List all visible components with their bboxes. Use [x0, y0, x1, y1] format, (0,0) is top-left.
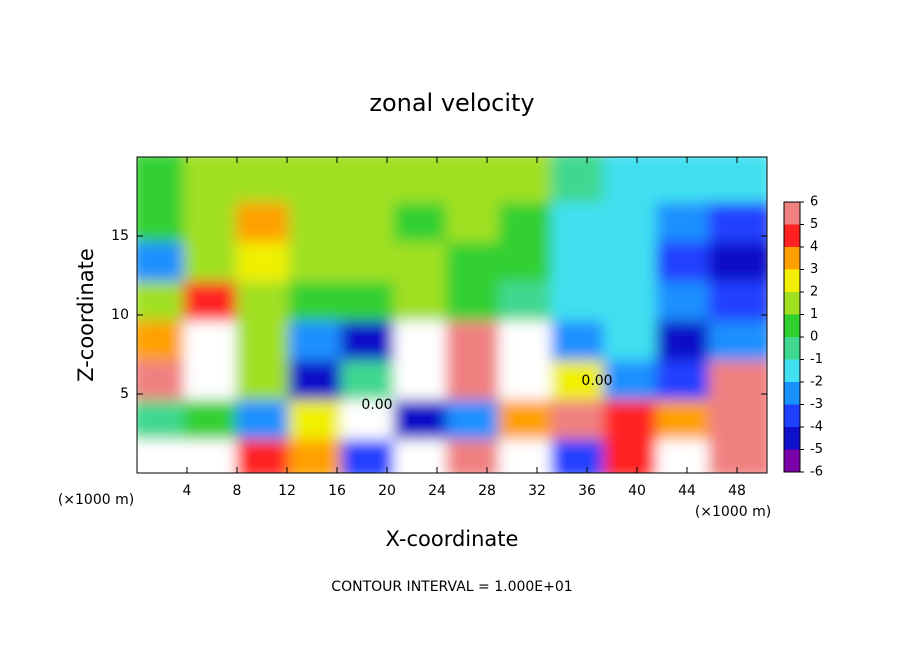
- x-tick-label: 44: [678, 483, 696, 499]
- colorbar-tick-label: 1: [810, 307, 818, 322]
- x-tick-label: 20: [378, 483, 396, 499]
- y-tick-label: 5: [120, 386, 129, 402]
- colorbar-tick-label: -3: [810, 397, 823, 412]
- cell: [708, 157, 767, 203]
- colorbar-swatch: [784, 269, 800, 292]
- cells: [137, 157, 767, 473]
- colorbar-swatch: [784, 359, 800, 382]
- x-tick-label: 40: [628, 483, 646, 499]
- y-unit: (×1000 m): [58, 492, 134, 508]
- x-tick-label: 28: [478, 483, 496, 499]
- x-tick-label: 12: [278, 483, 296, 499]
- colorbar-swatch: [784, 224, 800, 247]
- y-tick-label: 15: [111, 228, 129, 244]
- colorbar-swatch: [784, 404, 800, 427]
- colorbar-tick-label: -6: [810, 465, 823, 480]
- x-tick-label: 16: [328, 483, 346, 499]
- colorbar-tick-label: -4: [810, 420, 823, 435]
- colorbar-tick-label: 2: [810, 285, 818, 300]
- colorbar-swatch: [784, 449, 800, 472]
- colorbar-tick-label: -2: [810, 375, 823, 390]
- x-tick-label: 36: [578, 483, 596, 499]
- colorbar-swatch: [784, 202, 800, 225]
- contour-label: 0.00: [581, 373, 612, 389]
- colorbar-tick-label: 4: [810, 240, 818, 255]
- x-tick-label: 8: [233, 483, 242, 499]
- colorbar-tick-label: -1: [810, 352, 823, 367]
- colorbar-tick-label: 5: [810, 217, 818, 232]
- x-tick-label: 4: [183, 483, 192, 499]
- x-axis-label: X-coordinate: [386, 527, 519, 551]
- x-unit: (×1000 m): [695, 504, 771, 520]
- colorbar-swatch: [784, 337, 800, 360]
- colorbar-tick-label: 0: [810, 330, 818, 345]
- chart-title: zonal velocity: [369, 89, 534, 117]
- y-axis-label: Z-coordinate: [74, 248, 98, 382]
- colorbar-swatch: [784, 427, 800, 450]
- colorbar-swatch: [784, 292, 800, 315]
- y-tick-label: 10: [111, 307, 129, 323]
- field: [137, 157, 767, 473]
- colorbar-swatch: [784, 314, 800, 337]
- contour-label: 0.00: [361, 397, 392, 413]
- colorbar-tick-label: -5: [810, 442, 823, 457]
- x-tick-label: 48: [728, 483, 746, 499]
- x-tick-label: 32: [528, 483, 546, 499]
- x-tick-label: 24: [428, 483, 446, 499]
- colorbar-swatch: [784, 382, 800, 405]
- colorbar-swatch: [784, 247, 800, 270]
- footer: CONTOUR INTERVAL = 1.000E+01: [331, 579, 572, 595]
- colorbar-tick-label: 6: [810, 195, 818, 210]
- colorbar-tick-label: 3: [810, 262, 818, 277]
